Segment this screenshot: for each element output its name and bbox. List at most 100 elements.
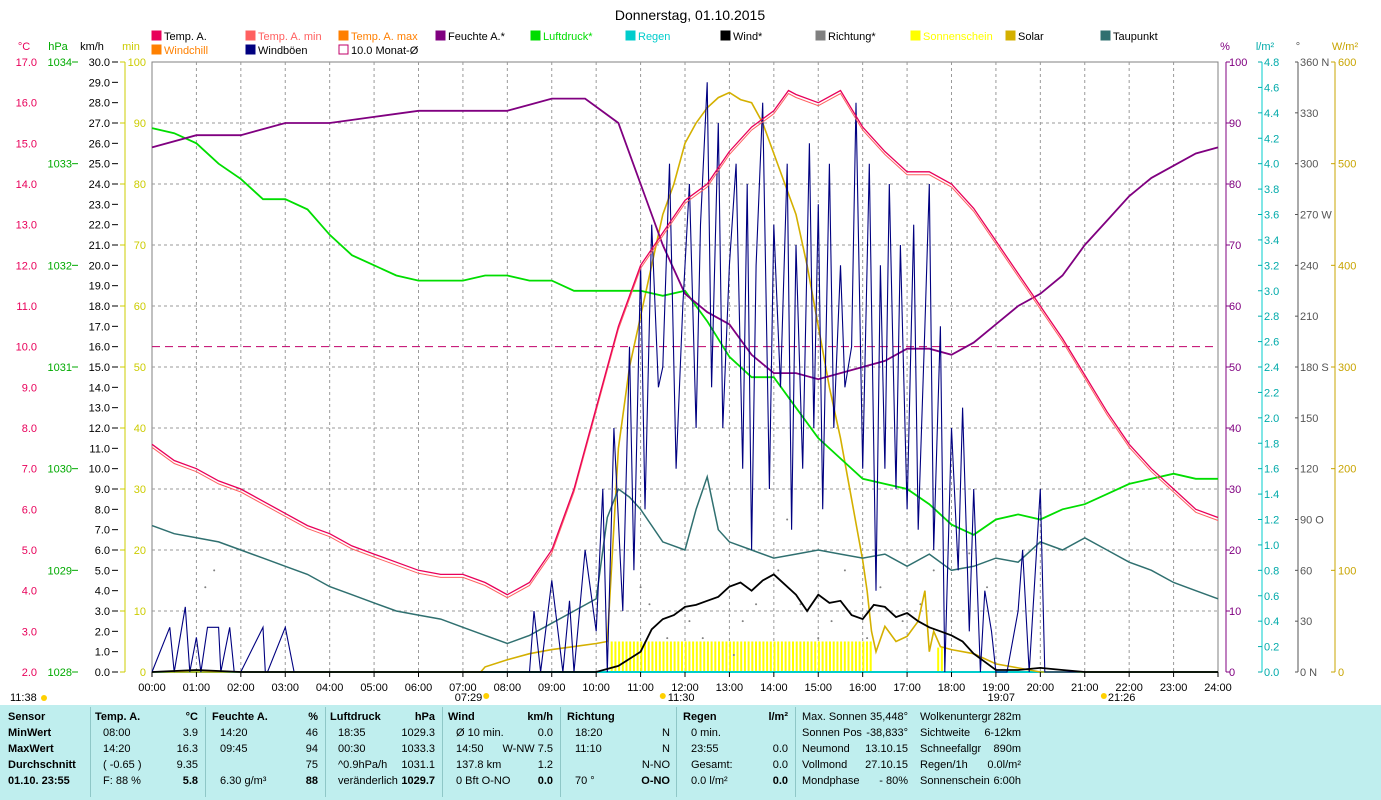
stat-value: 1031.1	[401, 759, 435, 771]
stat-time: 14:20	[220, 727, 248, 739]
stat-value: 5.8	[182, 775, 198, 787]
wind-tick-label: 20.0	[89, 260, 110, 272]
x-tick-label: 00:00	[138, 682, 166, 694]
legend-swatch	[338, 44, 349, 55]
astro-label: Vollmond	[802, 759, 848, 771]
sun-tick-label: 100	[128, 57, 146, 69]
wind-tick-label: 4.0	[95, 586, 110, 598]
wind-tick-label: 27.0	[89, 118, 110, 130]
wind-tick-label: 21.0	[89, 240, 110, 252]
wind-tick-label: 28.0	[89, 98, 110, 110]
rain-tick-label: 4.4	[1264, 108, 1279, 120]
weather-label: Sonnenschein	[920, 775, 990, 787]
rain-tick-label: 3.0	[1264, 286, 1279, 298]
direction-point	[968, 552, 971, 555]
rain-tick-label: 1.8	[1264, 438, 1279, 450]
stat-time: 18:35	[338, 727, 366, 739]
x-tick-label: 14:00	[760, 682, 788, 694]
axis-unit-label: km/h	[80, 41, 104, 53]
stat-row-label: Durchschnitt	[8, 759, 76, 771]
stat-time: 0 min.	[691, 727, 721, 739]
x-tick-label: 13:00	[716, 682, 744, 694]
x-tick-label: 20:00	[1027, 682, 1055, 694]
column-divider	[90, 707, 91, 797]
temp-tick-label: 2.0	[22, 667, 37, 679]
direction-point	[950, 620, 953, 623]
humidity-tick-label: 80	[1229, 179, 1241, 191]
humidity-tick-label: 70	[1229, 240, 1241, 252]
wind-tick-label: 6.0	[95, 545, 110, 557]
rain-tick-label: 3.4	[1264, 235, 1279, 247]
temp-tick-label: 11.0	[16, 301, 37, 313]
stat-time: 08:00	[103, 727, 131, 739]
stat-value: 9.35	[176, 759, 198, 771]
astro-value: - 80%	[879, 775, 908, 787]
stat-time: veränderlich	[338, 775, 398, 787]
stat-header: Regen	[683, 711, 717, 723]
stat-time: 09:45	[220, 743, 248, 755]
grid	[151, 61, 1219, 673]
weather-chart: Donnerstag, 01.10.2015 Temp. A. Temp. A. …	[10, 7, 1359, 704]
stat-value: 1029.3	[401, 727, 435, 739]
direction-point	[639, 586, 642, 589]
stat-value: 46	[305, 727, 318, 739]
astro-value: 13.10.15	[865, 743, 908, 755]
x-tick-label: 06:00	[405, 682, 433, 694]
stat-value: 1033.3	[401, 743, 435, 755]
sun-marker-icon	[659, 693, 666, 699]
wind-tick-label: 25.0	[89, 159, 110, 171]
stat-value: 94	[305, 743, 318, 755]
legend-label: Windchill	[164, 45, 208, 57]
direction-point	[799, 603, 802, 606]
solar-tick-label: 100	[1338, 565, 1356, 577]
stat-header: Wind	[448, 711, 475, 723]
direction-point	[732, 654, 735, 657]
weather-value: 282m	[993, 711, 1021, 723]
legend-label: Temp. A. max	[351, 31, 418, 43]
humidity-tick-label: 50	[1229, 362, 1241, 374]
column-divider	[205, 707, 206, 797]
stat-time: 0.0 l/m²	[691, 775, 728, 787]
series-line-temp-min	[151, 92, 1219, 599]
sun-marker-icon	[41, 695, 47, 701]
direction-tick-label: 300	[1300, 159, 1318, 171]
x-tick-label: 15:00	[804, 682, 832, 694]
stat-value: 0.0	[772, 743, 788, 755]
wind-tick-label: 7.0	[95, 525, 110, 537]
axes: °C hPa km/h min% l/m² ° W/m² 17.0 16.0 15.0 14.0 13…	[16, 41, 1359, 679]
stat-value: N	[662, 743, 670, 755]
direction-tick-label: 120	[1300, 464, 1318, 476]
direction-tick-label: 60	[1300, 565, 1312, 577]
sun-marker-icon	[1100, 693, 1107, 699]
stat-header: Sensor	[8, 711, 46, 723]
solar-tick-label: 500	[1338, 159, 1356, 171]
weather-value: 6:00h	[993, 775, 1021, 787]
wind-tick-label: 15.0	[89, 362, 110, 374]
wind-tick-label: 9.0	[95, 484, 110, 496]
x-tick-label: 24:00	[1204, 682, 1232, 694]
x-tick-label: 08:00	[494, 682, 522, 694]
temp-tick-label: 9.0	[22, 382, 37, 394]
axis-unit-label: %	[1220, 41, 1230, 53]
direction-tick-label: 30	[1300, 616, 1312, 628]
chart-title: Donnerstag, 01.10.2015	[615, 7, 765, 23]
stat-value: W-NW 7.5	[502, 743, 553, 755]
wind-tick-label: 30.0	[89, 57, 110, 69]
weather-value: 0.0l/m²	[987, 759, 1021, 771]
pressure-tick-label: 1028	[48, 667, 72, 679]
legend: Temp. A. Temp. A. min Temp. A. max Feuchte …	[151, 30, 1158, 57]
direction-tick-label: 180 S	[1300, 362, 1329, 374]
solar-tick-label: 400	[1338, 260, 1356, 272]
x-tick-label: 05:00	[360, 682, 388, 694]
stat-time: 00:30	[338, 743, 366, 755]
sun-tick-label: 30	[134, 484, 146, 496]
rain-tick-label: 1.6	[1264, 464, 1279, 476]
wind-tick-label: 8.0	[95, 504, 110, 516]
legend-swatch	[151, 44, 162, 55]
wind-tick-label: 17.0	[89, 321, 110, 333]
legend-swatch	[625, 30, 636, 41]
direction-point	[755, 603, 758, 606]
legend-label: Solar	[1018, 31, 1044, 43]
x-tick-label: 11:00	[627, 682, 654, 694]
direction-tick-label: 90 O	[1300, 515, 1324, 527]
